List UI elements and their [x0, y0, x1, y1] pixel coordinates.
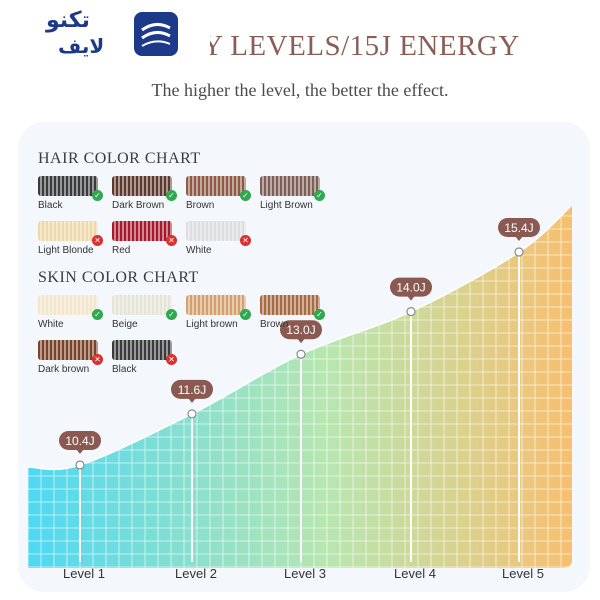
check-icon: ✓: [240, 190, 251, 201]
cross-icon: ✕: [240, 235, 251, 246]
check-icon: ✓: [314, 309, 325, 320]
level-axis-label: Level 5: [502, 566, 544, 581]
level-axis-label: Level 1: [63, 566, 105, 581]
swatch-label: Brown: [260, 319, 289, 330]
color-swatch: [112, 176, 172, 196]
data-point: [187, 409, 197, 419]
value-label-pill: [390, 277, 432, 297]
value-label-pointer: [297, 338, 305, 344]
color-swatch: [260, 295, 320, 315]
cross-icon: ✕: [92, 235, 103, 246]
swatch-label: Light brown: [186, 319, 238, 330]
check-icon: ✓: [166, 190, 177, 201]
value-label: 13.0J: [286, 323, 315, 337]
level-axis-label: Level 4: [394, 566, 436, 581]
swatch-label: Black: [112, 364, 137, 375]
color-swatch: [112, 295, 172, 315]
value-label-pill: [59, 431, 101, 450]
color-swatch: [186, 221, 246, 241]
check-icon: ✓: [166, 309, 177, 320]
hair-chart-title: HAIR COLOR CHART: [38, 150, 201, 167]
color-swatch: [38, 340, 98, 360]
skin-chart-title: SKIN COLOR CHART: [38, 269, 199, 286]
level-axis-label: Level 2: [175, 566, 217, 581]
swatch-label: Black: [38, 200, 63, 211]
data-point: [296, 349, 306, 359]
value-label: 14.0J: [396, 281, 425, 295]
cross-icon: ✕: [166, 235, 177, 246]
value-label: 11.6J: [178, 383, 206, 397]
swatch-label: Dark brown: [38, 364, 90, 375]
swatch-label: White: [186, 245, 212, 256]
color-swatch: [186, 176, 246, 196]
swatch-label: Beige: [112, 319, 138, 330]
check-icon: ✓: [92, 190, 103, 201]
color-swatch: [112, 221, 172, 241]
color-swatch: [38, 221, 98, 241]
value-label-pointer: [76, 449, 84, 454]
value-label: 15.4J: [504, 221, 533, 235]
logo-text-line2: لايف: [58, 34, 105, 58]
page-subtitle: The higher the level, the better the eff…: [151, 80, 449, 100]
color-swatch: [260, 176, 320, 196]
cross-icon: ✕: [166, 354, 177, 365]
logo-text-line1: تكنو: [46, 8, 90, 33]
data-point: [75, 460, 85, 470]
swatch-label: Light Brown: [260, 200, 313, 211]
value-label-pill: [171, 379, 213, 399]
swatch-label: Light Blonde: [38, 245, 94, 256]
check-icon: ✓: [240, 309, 251, 320]
cross-icon: ✕: [92, 354, 103, 365]
swatch-label: White: [38, 319, 64, 330]
swatch-label: Brown: [186, 200, 215, 211]
color-swatch: [186, 295, 246, 315]
brand-logo: تكنو لايف: [8, 8, 210, 62]
data-point: [514, 247, 524, 257]
color-swatch: [38, 295, 98, 315]
check-icon: ✓: [314, 190, 325, 201]
color-swatch: [112, 340, 172, 360]
value-label-pill: [498, 218, 540, 237]
value-label-pointer: [515, 236, 523, 241]
color-swatch: [38, 176, 98, 196]
swatch-label: Red: [112, 245, 131, 256]
value-label: 10.4J: [65, 434, 94, 448]
check-icon: ✓: [92, 309, 103, 320]
level-axis-label: Level 3: [284, 566, 326, 581]
swatch-label: Dark Brown: [112, 200, 165, 211]
logo-mark-icon: [134, 12, 178, 56]
value-label-pill: [280, 320, 322, 340]
value-label-pointer: [407, 295, 415, 301]
data-point: [406, 307, 416, 317]
value-label-pointer: [188, 397, 196, 403]
